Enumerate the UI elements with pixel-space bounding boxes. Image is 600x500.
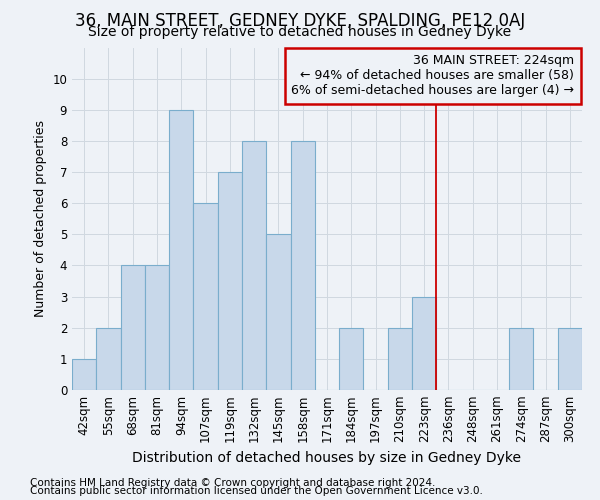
Text: 36, MAIN STREET, GEDNEY DYKE, SPALDING, PE12 0AJ: 36, MAIN STREET, GEDNEY DYKE, SPALDING, … [75,12,525,30]
Text: Contains HM Land Registry data © Crown copyright and database right 2024.: Contains HM Land Registry data © Crown c… [30,478,436,488]
Bar [193,203,218,390]
Text: Contains public sector information licensed under the Open Government Licence v3: Contains public sector information licen… [30,486,483,496]
Bar [509,328,533,390]
Bar [412,296,436,390]
Y-axis label: Number of detached properties: Number of detached properties [34,120,47,318]
Text: 36 MAIN STREET: 224sqm
← 94% of detached houses are smaller (58)
6% of semi-deta: 36 MAIN STREET: 224sqm ← 94% of detached… [292,54,574,98]
Bar [121,266,145,390]
Bar [242,141,266,390]
Bar [218,172,242,390]
Bar [290,141,315,390]
Bar [145,266,169,390]
Bar [339,328,364,390]
Bar [169,110,193,390]
Bar [558,328,582,390]
Bar [96,328,121,390]
Bar [72,359,96,390]
X-axis label: Distribution of detached houses by size in Gedney Dyke: Distribution of detached houses by size … [133,451,521,465]
Bar [388,328,412,390]
Text: Size of property relative to detached houses in Gedney Dyke: Size of property relative to detached ho… [88,25,512,39]
Bar [266,234,290,390]
